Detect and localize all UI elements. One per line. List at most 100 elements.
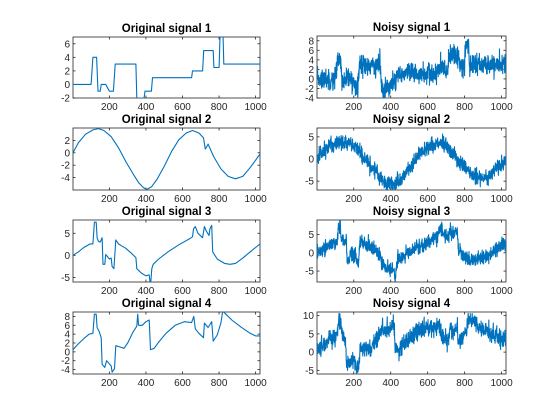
axes-box [72,36,261,99]
x-tick-label: 600 [174,286,191,297]
x-tick-label: 200 [101,286,118,297]
subplot-1: Original signal 1 200 400 600 800 1000 -2 0 2 4 6 [61,23,267,113]
y-tick-label: 0 [308,155,314,166]
x-tick-label: 1000 [244,378,267,389]
signal-line [73,128,260,190]
x-tick-label: 400 [382,194,399,205]
subplot-7: Original signal 4 200 400 600 800 1000 -4-2024… [61,298,267,389]
y-tick-label: -4 [61,173,70,184]
x-tick-label: 1000 [490,102,513,113]
y-tick-label: 6 [64,39,70,50]
y-tick-label: -5 [305,366,314,377]
y-tick-label: 5 [308,132,314,143]
x-tick-label: 1000 [490,194,513,205]
x-tick-label: 1000 [244,286,267,297]
x-tick-label: 400 [382,378,399,389]
x-tick-label: 400 [138,194,155,205]
y-tick-label: 4 [64,53,70,64]
x-tick-label: 600 [174,194,191,205]
y-tick-label: 6 [308,46,314,57]
x-tick-label: 600 [419,102,436,113]
axes-box [72,127,261,191]
y-tick-label: -4 [305,94,314,105]
signal-line [317,220,506,282]
subplot-5: Original signal 3 200 400 600 800 1000 -5 0 5 [61,206,267,297]
x-tick-label: 800 [211,102,228,113]
x-tick-label: 800 [456,194,473,205]
axes-box [72,311,261,375]
y-tick-label: 0 [64,148,70,159]
subplot-8: Noisy signal 4 200 400 600 800 1000 -5 0 5 10 [303,298,513,389]
y-tick-label: 0 [308,248,314,259]
x-tick-label: 400 [138,378,155,389]
x-tick-label: 200 [345,102,362,113]
x-tick-label: 200 [345,286,362,297]
x-tick-label: 1000 [244,102,267,113]
x-tick-label: 400 [138,286,155,297]
y-tick-label: 0 [308,348,314,359]
y-tick-label: 4 [308,55,314,66]
y-tick-label: 5 [308,230,314,241]
y-tick-label: 2 [308,65,314,76]
y-tick-label: 8 [64,312,70,323]
signal-line [317,38,506,98]
y-tick-label: 5 [308,329,314,340]
y-tick-label: -2 [61,94,70,105]
y-tick-label: 6 [64,321,70,332]
x-tick-label: 400 [382,102,399,113]
y-tick-label: 2 [64,66,70,77]
x-tick-label: 200 [101,102,118,113]
subplot-6: Noisy signal 3 200 400 600 800 1000 -5 0 5 [305,206,513,297]
x-tick-label: 1000 [490,378,513,389]
subplot-4: Noisy signal 2 200 400 600 800 1000 -5 0 5 [305,114,513,205]
x-tick-label: 400 [138,102,155,113]
x-tick-label: 200 [345,194,362,205]
signal-line [317,312,506,374]
x-tick-label: 600 [174,378,191,389]
y-tick-label: 8 [308,36,314,47]
subplot-title: Noisy signal 2 [373,114,450,126]
subplot-title: Original signal 2 [122,114,211,126]
x-tick-label: 800 [211,194,228,205]
y-tick-label: 10 [303,311,315,322]
x-tick-label: 600 [419,378,436,389]
y-tick-label: -2 [305,84,314,95]
y-tick-label: 2 [64,339,70,350]
subplot-title: Noisy signal 3 [373,206,450,218]
subplot-3: Original signal 2 200 400 600 800 1000 -4-2 02 [61,114,267,205]
y-tick-label: 4 [64,330,70,341]
y-tick-label: 0 [64,347,70,358]
signal-line [317,133,506,190]
x-tick-label: 600 [419,194,436,205]
x-tick-label: 800 [211,286,228,297]
y-tick-label: -5 [305,267,314,278]
y-tick-label: 0 [308,74,314,85]
x-tick-label: 200 [101,194,118,205]
x-tick-label: 800 [456,102,473,113]
x-tick-label: 800 [211,378,228,389]
y-tick-label: 0 [64,251,70,262]
signal-line [73,221,260,282]
y-tick-label: 5 [64,229,70,240]
y-tick-label: 2 [64,136,70,147]
y-tick-label: -5 [61,273,70,284]
y-tick-label: -4 [61,365,70,376]
x-tick-label: 1000 [244,194,267,205]
x-tick-label: 800 [456,286,473,297]
x-tick-label: 200 [101,378,118,389]
axes-box [72,219,261,283]
y-tick-label: -5 [305,177,314,188]
subplot-title: Noisy signal 1 [373,22,451,34]
y-tick-label: -2 [61,356,70,367]
x-tick-label: 600 [174,102,191,113]
signal-line [73,312,260,373]
subplot-title: Noisy signal 4 [373,298,451,310]
signal-line [73,37,260,98]
x-tick-label: 400 [382,286,399,297]
x-tick-label: 200 [345,378,362,389]
x-tick-label: 800 [456,378,473,389]
y-tick-label: -2 [61,161,70,172]
y-tick-label: 0 [64,80,70,91]
